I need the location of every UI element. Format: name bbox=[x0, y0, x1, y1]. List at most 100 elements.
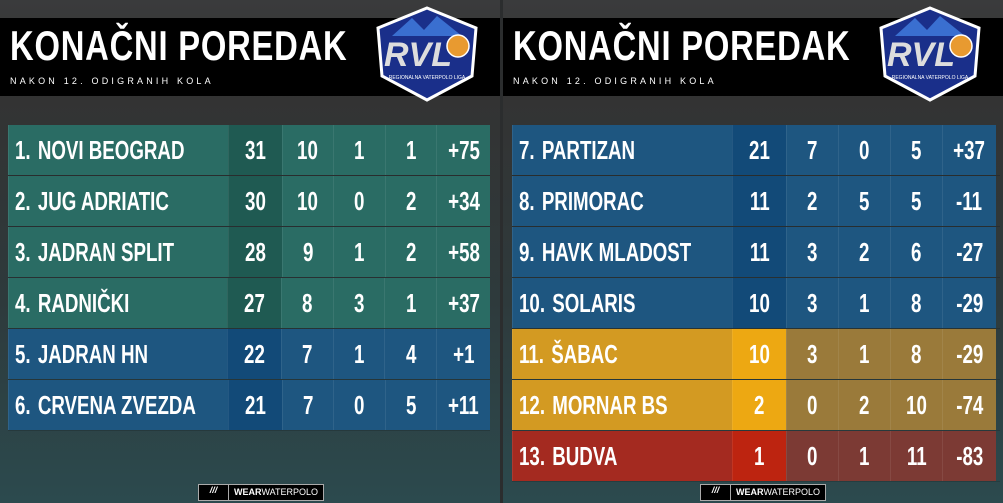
team-name-cell: 3. JADRAN SPLIT bbox=[8, 227, 228, 277]
goal-difference-cell: -29 bbox=[942, 278, 996, 328]
rvl-logo: RVL REGIONALNA VATERPOLO LIGA bbox=[376, 6, 478, 102]
draws: 2 bbox=[859, 236, 870, 267]
wins-cell: 7 bbox=[281, 380, 334, 430]
standings-table: 1. NOVI BEOGRAD 31 10 1 1 +75 2. JUG ADRIATIC 30 1… bbox=[8, 125, 491, 431]
losses-cell: 11 bbox=[890, 431, 942, 481]
goal-difference-cell: -29 bbox=[942, 329, 996, 379]
svg-text:REGIONALNA VATERPOLO LIGA: REGIONALNA VATERPOLO LIGA bbox=[389, 75, 466, 81]
points: 1 bbox=[754, 440, 765, 471]
goal-difference: +58 bbox=[447, 236, 480, 267]
draws-cell: 2 bbox=[838, 380, 890, 430]
wins: 0 bbox=[807, 440, 818, 471]
draws: 1 bbox=[859, 440, 870, 471]
goal-difference: +1 bbox=[452, 338, 475, 369]
goal-difference-cell: +34 bbox=[436, 176, 491, 226]
team-label: 8. PRIMORAC bbox=[519, 186, 644, 217]
goal-difference: -11 bbox=[956, 185, 983, 216]
draws-cell: 0 bbox=[838, 125, 890, 175]
standings-panel: KONAČNI POREDAK NAKON 12. ODIGRANIH KOLA… bbox=[503, 0, 1003, 503]
points-cell: 1 bbox=[732, 431, 786, 481]
team-name-cell: 11. ŠABAC bbox=[512, 329, 732, 379]
wins: 7 bbox=[302, 389, 314, 420]
team-name-cell: 8. PRIMORAC bbox=[512, 176, 732, 226]
table-row: 8. PRIMORAC 11 2 5 5 -11 bbox=[512, 176, 1000, 227]
points-cell: 21 bbox=[228, 380, 282, 430]
table-row: 4. RADNIČKI 27 8 3 1 +37 bbox=[8, 278, 490, 329]
wins: 2 bbox=[807, 185, 818, 216]
points-cell: 2 bbox=[732, 380, 786, 430]
wins-cell: 3 bbox=[786, 227, 838, 277]
draws-cell: 0 bbox=[333, 176, 385, 226]
goal-difference-cell: +37 bbox=[436, 278, 490, 328]
table-row: 9. HAVK MLADOST 11 3 2 6 -27 bbox=[512, 227, 1000, 278]
rank: 1. bbox=[15, 134, 31, 165]
team-name-cell: 2. JUG ADRIATIC bbox=[8, 176, 228, 226]
table-row: 2. JUG ADRIATIC 30 10 0 2 +34 bbox=[8, 176, 491, 227]
losses-cell: 6 bbox=[890, 227, 942, 277]
table-row: 7. PARTIZAN 21 7 0 5 +37 bbox=[512, 125, 1000, 176]
points: 10 bbox=[749, 287, 770, 318]
team-name-cell: 4. RADNIČKI bbox=[8, 278, 228, 328]
team-label: 11. ŠABAC bbox=[519, 339, 618, 370]
goal-difference: +34 bbox=[447, 185, 480, 216]
draws-cell: 1 bbox=[333, 125, 385, 175]
losses-cell: 2 bbox=[384, 176, 437, 226]
losses-cell: 1 bbox=[384, 278, 437, 328]
team-label: 9. HAVK MLADOST bbox=[519, 237, 691, 268]
rank: 6. bbox=[15, 389, 31, 420]
svg-text:REGIONALNA VATERPOLO LIGA: REGIONALNA VATERPOLO LIGA bbox=[892, 75, 969, 81]
goal-difference-cell: -11 bbox=[942, 176, 996, 226]
team-name-cell: 13. BUDVA bbox=[512, 431, 732, 481]
team-label: 7. PARTIZAN bbox=[519, 135, 635, 166]
rank: 4. bbox=[15, 287, 31, 318]
sponsor-badge: /// WEARWATERPOLO bbox=[198, 484, 325, 501]
draws-cell: 0 bbox=[333, 380, 385, 430]
goal-difference-cell: -83 bbox=[942, 431, 996, 481]
goal-difference-cell: -27 bbox=[942, 227, 996, 277]
sponsor-bold: WEAR bbox=[234, 487, 262, 497]
team: PRIMORAC bbox=[541, 185, 644, 216]
team: CRVENA ZVEZDA bbox=[37, 389, 196, 420]
table-row: 12. MORNAR BS 2 0 2 10 -74 bbox=[512, 380, 1000, 431]
points-cell: 31 bbox=[228, 125, 282, 175]
draws-cell: 3 bbox=[332, 278, 385, 328]
table-row: 1. NOVI BEOGRAD 31 10 1 1 +75 bbox=[8, 125, 491, 176]
draws: 3 bbox=[353, 287, 365, 318]
team: RADNIČKI bbox=[37, 287, 130, 318]
points: 2 bbox=[754, 389, 765, 420]
wear-waterpolo-icon: /// bbox=[701, 485, 731, 500]
wins-cell: 10 bbox=[281, 176, 334, 226]
losses-cell: 5 bbox=[384, 380, 437, 430]
team-name-cell: 12. MORNAR BS bbox=[512, 380, 732, 430]
losses: 2 bbox=[405, 185, 417, 216]
draws: 2 bbox=[859, 389, 870, 420]
losses-cell: 4 bbox=[384, 329, 437, 379]
rank: 3. bbox=[15, 236, 31, 267]
team: MORNAR BS bbox=[552, 389, 668, 420]
team-name-cell: 9. HAVK MLADOST bbox=[512, 227, 732, 277]
team-name-cell: 6. CRVENA ZVEZDA bbox=[8, 380, 228, 430]
points-cell: 21 bbox=[732, 125, 786, 175]
goal-difference-cell: +11 bbox=[436, 380, 491, 430]
rank: 8. bbox=[519, 185, 535, 216]
losses-cell: 5 bbox=[890, 125, 942, 175]
sponsor-badge: /// WEARWATERPOLO bbox=[700, 484, 827, 501]
svg-text:RVL: RVL bbox=[384, 36, 452, 74]
goal-difference-cell: +37 bbox=[942, 125, 996, 175]
team: JUG ADRIATIC bbox=[37, 185, 169, 216]
team-name-cell: 10. SOLARIS bbox=[512, 278, 732, 328]
losses: 5 bbox=[911, 134, 922, 165]
draws-cell: 1 bbox=[332, 329, 385, 379]
team: JADRAN SPLIT bbox=[37, 236, 175, 267]
draws: 0 bbox=[354, 185, 365, 216]
wins: 7 bbox=[302, 338, 313, 369]
points: 31 bbox=[244, 134, 266, 165]
wear-waterpolo-icon: /// bbox=[199, 485, 229, 500]
team: ŠABAC bbox=[551, 338, 618, 369]
wins: 9 bbox=[302, 236, 314, 267]
draws-cell: 1 bbox=[838, 329, 890, 379]
losses-cell: 8 bbox=[890, 278, 942, 328]
rank: 11. bbox=[519, 338, 544, 369]
draws: 0 bbox=[859, 134, 870, 165]
losses: 6 bbox=[911, 236, 922, 267]
